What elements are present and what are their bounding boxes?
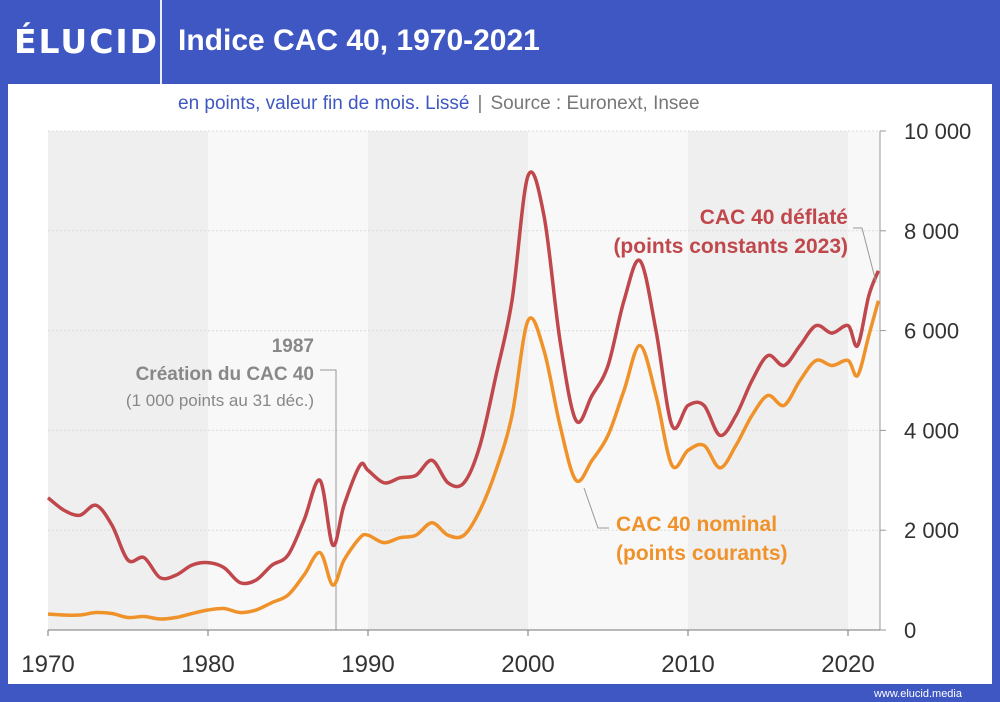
annotation-title: Création du CAC 40 (136, 364, 314, 385)
grid-lines (48, 130, 880, 531)
series-lines (46, 170, 881, 621)
subtitle-text: en points, valeur fin de mois. Lissé (178, 93, 470, 114)
series-labels: CAC 40 déflaté (points constants 2023) C… (583, 206, 877, 565)
y-tick-label: 6 000 (904, 319, 959, 344)
decade-band (528, 131, 688, 630)
y-tick-label: 0 (904, 618, 916, 643)
header-divider (160, 0, 162, 84)
x-tick-label: 1980 (181, 651, 234, 678)
decade-band (848, 131, 880, 630)
creation-annotation: 1987 Création du CAC 40 (1 000 points au… (126, 336, 337, 630)
elucid-logo[interactable]: ÉLUCID (14, 22, 160, 61)
deflated-label-line1: CAC 40 déflaté (700, 206, 848, 229)
x-tick-label: 2020 (821, 651, 874, 678)
annotation-note: (1 000 points au 31 déc.) (126, 391, 314, 410)
axes: 0 2 000 4 000 6 000 8 000 10 000 1970 1980 1990 2… (21, 119, 971, 678)
nominal-label-leader (583, 487, 609, 529)
nominal-label-line1: CAC 40 nominal (616, 513, 777, 536)
deflated-label-leader (853, 227, 877, 283)
decade-bands (48, 131, 880, 630)
subtitle-separator: | (477, 93, 483, 114)
x-tick-label: 1990 (341, 651, 394, 678)
chart-title: Indice CAC 40, 1970-2021 (178, 24, 540, 57)
decade-band (368, 131, 528, 630)
chart-subtitle: en points, valeur fin de mois. Lissé | Sou… (178, 93, 700, 115)
y-tick-label: 2 000 (904, 518, 959, 543)
deflated-label-line2: (points constants 2023) (613, 235, 848, 258)
nominal-series-line (47, 300, 881, 621)
decade-band (208, 131, 368, 630)
decade-band (48, 131, 208, 630)
y-tick-label: 4 000 (904, 418, 959, 443)
y-tick-label: 8 000 (904, 219, 959, 244)
annotation-year: 1987 (272, 336, 314, 357)
x-tick-label: 1970 (21, 651, 74, 678)
footer-url[interactable]: www.elucid.media (873, 688, 962, 700)
nominal-label-line2: (points courants) (616, 542, 788, 565)
x-tick-label: 2010 (661, 651, 714, 678)
y-tick-label: 10 000 (904, 119, 971, 144)
deflated-series-line (46, 170, 881, 586)
x-tick-label: 2000 (501, 651, 554, 678)
header: ÉLUCID Indice CAC 40, 1970-2021 (0, 0, 1000, 84)
decade-band (688, 131, 848, 630)
source-text: Source : Euronext, Insee (490, 93, 700, 114)
